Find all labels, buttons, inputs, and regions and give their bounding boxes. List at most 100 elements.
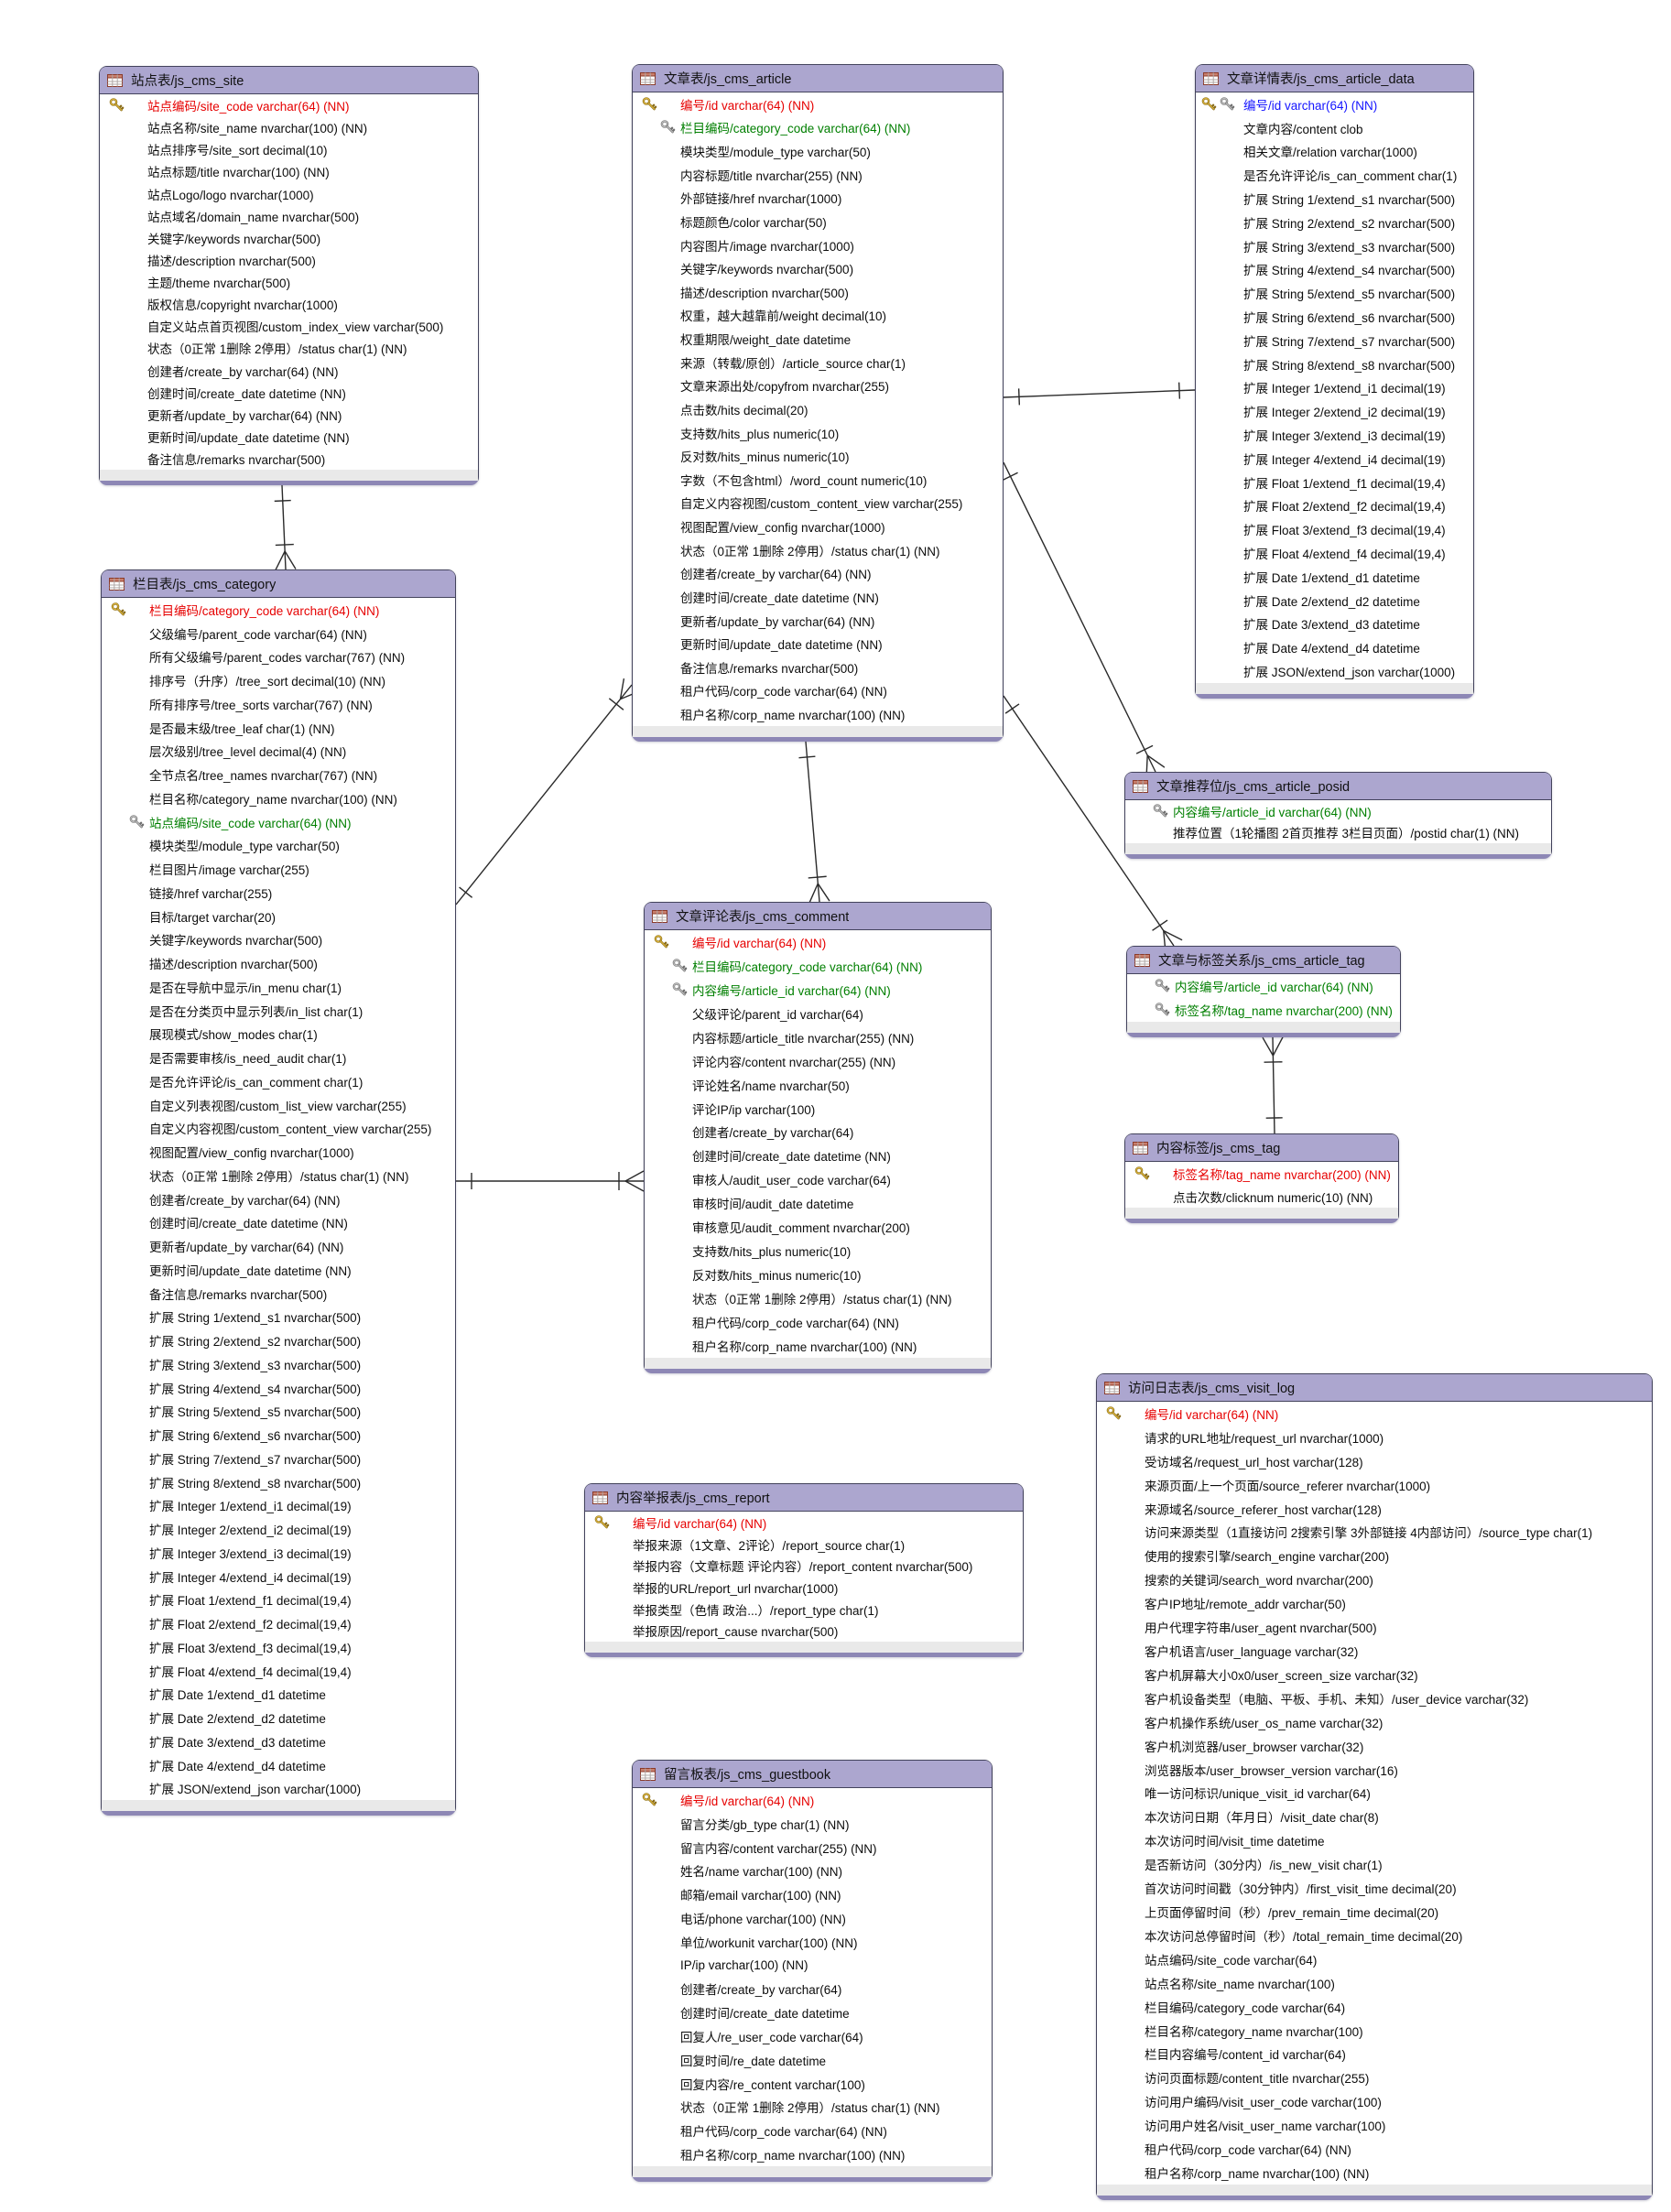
field-row[interactable]: 扩展 Integer 2/extend_i2 decimal(19) [102, 1517, 455, 1541]
field-row[interactable]: 是否允许评论/is_can_comment char(1) [1196, 163, 1473, 187]
field-row[interactable]: 创建时间/create_date datetime (NN) [645, 1144, 991, 1167]
field-row[interactable]: 内容标题/article_title nvarchar(255) (NN) [645, 1025, 991, 1049]
field-row[interactable]: 租户名称/corp_name nvarchar(100) (NN) [633, 702, 1003, 726]
field-row[interactable]: 站点Logo/logo nvarchar(1000) [100, 183, 478, 205]
field-row[interactable]: 排序号（升序）/tree_sort decimal(10) (NN) [102, 668, 455, 692]
field-row[interactable]: 租户名称/corp_name nvarchar(100) (NN) [633, 2142, 992, 2166]
field-row[interactable]: 所有排序号/tree_sorts varchar(767) (NN) [102, 692, 455, 716]
field-row[interactable]: 访问来源类型（1直接访问 2搜索引擎 3外部链接 4内部访问）/source_t… [1097, 1521, 1652, 1545]
field-row[interactable]: 扩展 Float 1/extend_f1 decimal(19,4) [1196, 471, 1473, 494]
field-row[interactable]: 更新者/update_by varchar(64) (NN) [633, 609, 1003, 633]
field-row[interactable]: 标题颜色/color varchar(50) [633, 210, 1003, 233]
field-row[interactable]: 创建时间/create_date datetime [633, 2001, 992, 2024]
relationship-line-category-article[interactable] [455, 678, 640, 905]
field-row[interactable]: 电话/phone varchar(100) (NN) [633, 1906, 992, 1930]
field-row[interactable]: 访问用户姓名/visit_user_name varchar(100) [1097, 2113, 1652, 2137]
field-row[interactable]: 本次访问日期（年月日）/visit_date char(8) [1097, 1805, 1652, 1828]
field-row[interactable]: 站点名称/site_name nvarchar(100) [1097, 1971, 1652, 1995]
field-row[interactable]: 搜索的关键词/search_word nvarchar(200) [1097, 1567, 1652, 1591]
table-article_posid[interactable]: 文章推荐位/js_cms_article_posid 内容编号/article_i… [1124, 772, 1552, 859]
field-row[interactable]: 站点排序号/site_sort decimal(10) [100, 138, 478, 160]
table-article_tag[interactable]: 文章与标签关系/js_cms_article_tag 内容编号/article_i… [1126, 946, 1401, 1037]
field-row[interactable]: 创建者/create_by varchar(64) (NN) [102, 1187, 455, 1211]
field-row[interactable]: 单位/workunit varchar(100) (NN) [633, 1930, 992, 1954]
field-row[interactable]: 支持数/hits_plus numeric(10) [633, 421, 1003, 445]
field-row[interactable]: 扩展 Date 1/extend_d1 datetime [1196, 565, 1473, 589]
field-row[interactable]: 更新时间/update_date datetime (NN) [633, 632, 1003, 656]
field-row[interactable]: 邮箱/email varchar(100) (NN) [633, 1882, 992, 1906]
field-row[interactable]: IP/ip varchar(100) (NN) [633, 1954, 992, 1978]
field-row[interactable]: 所有父级编号/parent_codes varchar(767) (NN) [102, 645, 455, 669]
field-row[interactable]: 内容编号/article_id varchar(64) (NN) [1127, 974, 1400, 998]
field-row[interactable]: 来源域名/source_referer_host varchar(128) [1097, 1497, 1652, 1521]
field-row[interactable]: 权重，越大越靠前/weight decimal(10) [633, 304, 1003, 328]
field-row[interactable]: 文章内容/content clob [1196, 116, 1473, 140]
field-row[interactable]: 扩展 String 8/extend_s8 nvarchar(500) [102, 1470, 455, 1494]
field-row[interactable]: 扩展 JSON/extend_json varchar(1000) [1196, 659, 1473, 683]
field-row[interactable]: 租户代码/corp_code varchar(64) (NN) [645, 1310, 991, 1334]
field-row[interactable]: 编号/id varchar(64) (NN) [645, 930, 991, 954]
relationship-line-article-articledata[interactable] [1003, 382, 1196, 406]
field-row[interactable]: 举报原因/report_cause nvarchar(500) [585, 1620, 1023, 1642]
field-row[interactable]: 回复时间/re_date datetime [633, 2048, 992, 2072]
field-row[interactable]: 租户名称/corp_name nvarchar(100) (NN) [645, 1334, 991, 1358]
field-row[interactable]: 审核意见/audit_comment nvarchar(200) [645, 1215, 991, 1239]
table-comment[interactable]: 文章评论表/js_cms_comment 编号/id varchar(64) (N… [644, 902, 992, 1373]
field-row[interactable]: 文章来源出处/copyfrom nvarchar(255) [633, 374, 1003, 398]
field-row[interactable]: 举报来源（1文章、2评论）/report_source char(1) [585, 1534, 1023, 1556]
field-row[interactable]: 标签名称/tag_name nvarchar(200) (NN) [1127, 998, 1400, 1022]
field-row[interactable]: 模块类型/module_type varchar(50) [633, 139, 1003, 163]
field-row[interactable]: 点击次数/clicknum numeric(10) (NN) [1125, 1185, 1398, 1208]
field-row[interactable]: 客户机操作系统/user_os_name varchar(32) [1097, 1710, 1652, 1734]
field-row[interactable]: 创建时间/create_date datetime (NN) [100, 382, 478, 404]
table-header[interactable]: 栏目表/js_cms_category [102, 570, 455, 598]
table-header[interactable]: 文章详情表/js_cms_article_data [1196, 65, 1473, 92]
field-row[interactable]: 扩展 String 3/extend_s3 nvarchar(500) [1196, 234, 1473, 258]
field-row[interactable]: 是否最末级/tree_leaf char(1) (NN) [102, 716, 455, 740]
field-row[interactable]: 栏目编码/category_code varchar(64) [1097, 1995, 1652, 2019]
field-row[interactable]: 站点域名/domain_name nvarchar(500) [100, 205, 478, 227]
field-row[interactable]: 描述/description nvarchar(500) [100, 249, 478, 271]
field-row[interactable]: 栏目编码/category_code varchar(64) (NN) [102, 598, 455, 622]
field-row[interactable]: 回复内容/re_content varchar(100) [633, 2072, 992, 2096]
field-row[interactable]: 本次访问时间/visit_time datetime [1097, 1828, 1652, 1852]
field-row[interactable]: 扩展 String 5/extend_s5 nvarchar(500) [102, 1400, 455, 1424]
field-row[interactable]: 扩展 Float 2/extend_f2 decimal(19,4) [1196, 494, 1473, 518]
field-row[interactable]: 创建时间/create_date datetime (NN) [102, 1211, 455, 1235]
field-row[interactable]: 访问页面标题/content_title nvarchar(255) [1097, 2066, 1652, 2089]
field-row[interactable]: 栏目内容编号/content_id varchar(64) [1097, 2042, 1652, 2066]
field-row[interactable]: 扩展 String 3/extend_s3 nvarchar(500) [102, 1352, 455, 1376]
field-row[interactable]: 状态（0正常 1删除 2停用）/status char(1) (NN) [645, 1286, 991, 1310]
field-row[interactable]: 扩展 String 4/extend_s4 nvarchar(500) [102, 1376, 455, 1400]
field-row[interactable]: 编号/id varchar(64) (NN) [1196, 92, 1473, 116]
field-row[interactable]: 内容标题/title nvarchar(255) (NN) [633, 163, 1003, 187]
table-header[interactable]: 文章推荐位/js_cms_article_posid [1125, 773, 1551, 800]
field-row[interactable]: 层次级别/tree_level decimal(4) (NN) [102, 740, 455, 764]
field-row[interactable]: 主题/theme nvarchar(500) [100, 271, 478, 293]
field-row[interactable]: 扩展 Float 1/extend_f1 decimal(19,4) [102, 1589, 455, 1612]
field-row[interactable]: 站点编码/site_code varchar(64) (NN) [102, 810, 455, 834]
field-row[interactable]: 目标/target varchar(20) [102, 905, 455, 928]
relationship-line-article-articletag[interactable] [1003, 695, 1183, 952]
field-row[interactable]: 创建时间/create_date datetime (NN) [633, 585, 1003, 609]
field-row[interactable]: 留言内容/content varchar(255) (NN) [633, 1836, 992, 1860]
field-row[interactable]: 扩展 String 8/extend_s8 nvarchar(500) [1196, 352, 1473, 376]
field-row[interactable]: 扩展 Integer 3/extend_i3 decimal(19) [102, 1541, 455, 1565]
field-row[interactable]: 父级编号/parent_code varchar(64) (NN) [102, 622, 455, 645]
field-row[interactable]: 本次访问总停留时间（秒）/total_remain_time decimal(2… [1097, 1924, 1652, 1947]
field-row[interactable]: 扩展 Date 2/extend_d2 datetime [102, 1706, 455, 1729]
field-row[interactable]: 编号/id varchar(64) (NN) [633, 92, 1003, 116]
table-guestbook[interactable]: 留言板表/js_cms_guestbook 编号/id varchar(64) (… [632, 1760, 993, 2182]
field-row[interactable]: 扩展 String 6/extend_s6 nvarchar(500) [102, 1423, 455, 1447]
field-row[interactable]: 扩展 Integer 2/extend_i2 decimal(19) [1196, 399, 1473, 423]
field-row[interactable]: 扩展 Integer 4/extend_i4 decimal(19) [1196, 447, 1473, 471]
field-row[interactable]: 扩展 Date 3/extend_d3 datetime [102, 1729, 455, 1753]
table-header[interactable]: 内容举报表/js_cms_report [585, 1484, 1023, 1512]
field-row[interactable]: 评论内容/content nvarchar(255) (NN) [645, 1049, 991, 1073]
field-row[interactable]: 模块类型/module_type varchar(50) [102, 834, 455, 858]
field-row[interactable]: 浏览器版本/user_browser_version varchar(16) [1097, 1758, 1652, 1782]
field-row[interactable]: 创建者/create_by varchar(64) [645, 1121, 991, 1144]
field-row[interactable]: 扩展 Date 4/extend_d4 datetime [102, 1753, 455, 1777]
field-row[interactable]: 受访域名/request_url_host varchar(128) [1097, 1449, 1652, 1473]
field-row[interactable]: 栏目图片/image varchar(255) [102, 857, 455, 881]
